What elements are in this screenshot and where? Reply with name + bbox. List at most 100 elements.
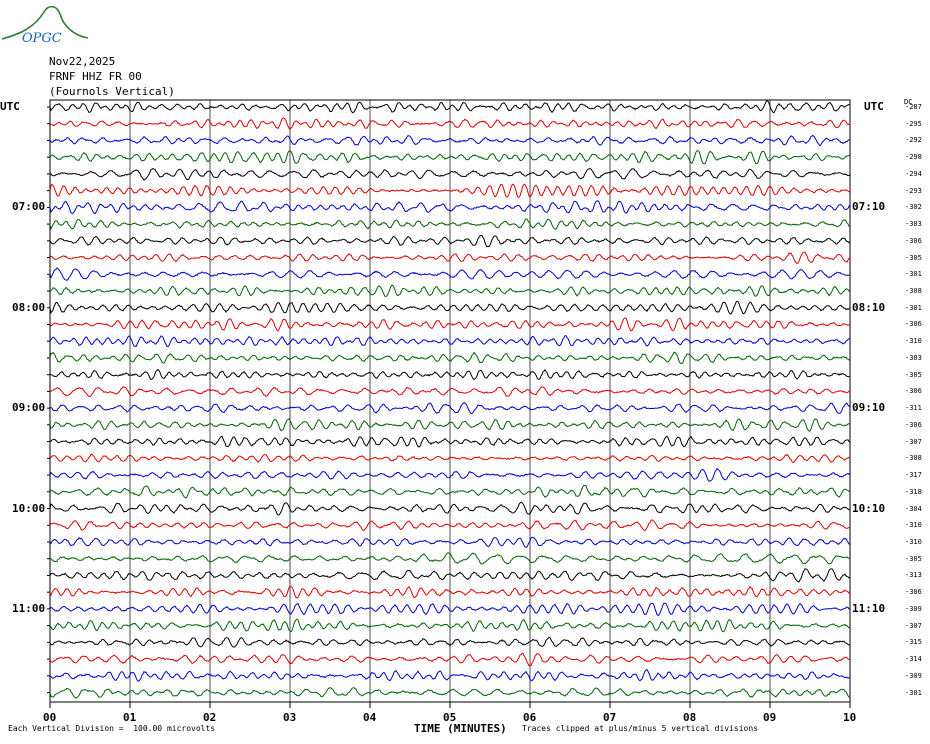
dc-offset-label: -303 [905,353,922,362]
right-time-label: 08:10 [852,300,886,314]
seismic-trace-2 [49,117,851,131]
seismic-trace-29 [49,568,851,583]
left-time-label: 08:00 [12,300,46,314]
seismic-trace-35 [49,668,851,682]
x-tick-label-09: 09 [763,711,777,724]
dc-offset-label: -293 [905,186,922,195]
seismic-trace-4 [49,150,850,165]
header-station: FRNF HHZ FR 00 [49,70,142,83]
dc-header: DC [904,98,913,106]
dc-offset-label: -301 [905,688,922,697]
seismic-trace-18 [50,386,851,398]
dc-offset-label: -306 [905,588,922,597]
seismic-trace-32 [49,618,851,633]
seismic-trace-27 [49,536,851,548]
dc-offset-label: -308 [905,454,922,463]
seismic-trace-36 [49,687,851,700]
dc-offset-label: -302 [905,203,922,212]
dc-offset-label: -295 [905,119,922,128]
right-time-label: 11:10 [852,601,886,615]
logo-text: OPGC [22,31,62,46]
dc-offset-label: -310 [905,537,922,546]
footer-division-note: Each Vertical Division = 100.00 microvol… [8,724,216,733]
dc-offset-label: -310 [905,337,922,346]
dc-offset-label: -298 [905,153,922,162]
left-time-label: 07:00 [12,200,46,214]
dc-offset-label: -307 [905,621,922,630]
seismic-trace-6 [49,183,851,198]
seismic-trace-17 [50,368,851,381]
dc-offset-label: -303 [905,220,922,229]
dc-offset-label: -313 [905,571,922,580]
x-tick-label-08: 08 [683,711,697,724]
left-time-label: 10:00 [12,501,46,515]
right-time-label: 09:10 [852,401,886,415]
left-utc-label: UTC [0,100,20,113]
seismic-traces [49,100,851,700]
dc-offset-label: -294 [905,169,922,178]
seismic-trace-8 [49,218,851,231]
seismic-trace-10 [49,251,851,264]
seismic-trace-19 [49,401,851,415]
x-tick-label-01: 01 [123,711,137,724]
seismic-trace-13 [49,300,851,315]
seismic-trace-15 [49,335,851,348]
x-tick-label-05: 05 [443,711,457,724]
seismic-trace-16 [49,351,851,364]
header-location: (Fournols Vertical) [49,85,175,98]
right-utc-label: UTC [864,100,884,113]
dc-offset-label: -317 [905,471,922,480]
seismic-trace-23 [49,467,851,482]
dc-offset-label: -287 [905,103,922,111]
seismic-trace-22 [49,453,851,464]
seismic-trace-20 [49,418,851,432]
x-tick-label-04: 04 [363,711,377,724]
seismic-trace-24 [49,484,850,499]
seismic-trace-28 [50,552,851,565]
right-time-label: 10:10 [852,501,886,515]
seismic-trace-33 [49,636,851,648]
dc-offset-label: -305 [905,370,922,379]
seismic-trace-21 [49,435,851,448]
dc-offset-label: -308 [905,287,922,296]
dc-offset-label: -310 [905,521,922,530]
dc-offset-label: -301 [905,270,922,279]
logo-mountain-curve [1,5,89,40]
seismic-trace-26 [49,519,851,532]
dc-offset-label: -307 [905,437,922,446]
x-tick-label-07: 07 [603,711,617,724]
seismic-trace-30 [49,585,851,599]
seismic-trace-34 [49,652,851,667]
opgc-logo: OPGC [1,5,89,46]
dc-offset-label: -311 [905,404,922,413]
seismic-trace-25 [49,501,851,516]
dc-offset-label: -305 [905,554,922,563]
dc-offset-label: -306 [905,236,922,245]
dc-offset-label: -304 [905,504,922,513]
x-tick-label-02: 02 [203,711,217,724]
x-tick-label-06: 06 [523,711,537,724]
dc-offset-label: -301 [905,303,922,312]
dc-offset-label: -314 [905,655,922,664]
seismic-trace-31 [49,602,851,616]
x-tick-label-10: 10 [843,711,857,724]
seismic-trace-5 [49,168,851,181]
seismic-trace-11 [49,267,851,281]
seismic-trace-1 [49,100,851,114]
dc-offset-label: -315 [905,638,922,647]
x-tick-label-00: 00 [43,711,57,724]
dc-offset-label: -309 [905,671,922,680]
header-date: Nov22,2025 [49,55,116,68]
dc-offset-label: -305 [905,253,922,262]
left-time-label: 09:00 [12,401,46,415]
dc-offset-label: -318 [905,487,922,496]
dc-offset-label: -292 [905,136,922,145]
seismic-trace-14 [49,317,851,332]
right-time-label: 07:10 [852,200,886,214]
dc-offset-label: -309 [905,604,922,613]
seismic-trace-7 [49,200,851,215]
dc-offset-label: -306 [905,387,922,396]
dc-offset-label: -306 [905,420,922,429]
x-axis-title: TIME (MINUTES) [414,722,507,735]
seismic-trace-3 [49,134,851,147]
